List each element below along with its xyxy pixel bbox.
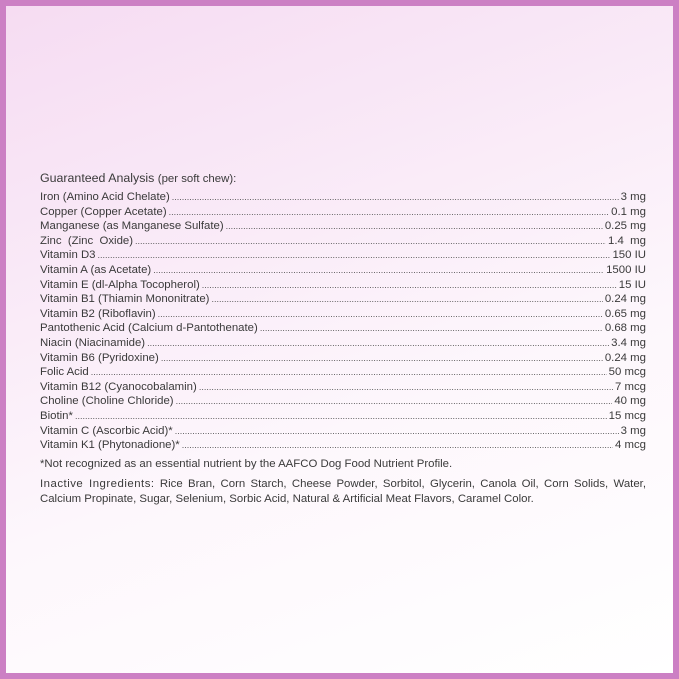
nutrient-name: Biotin* — [40, 409, 73, 422]
nutrient-row: Vitamin K1 (Phytonadione)* 4 mcg — [40, 438, 646, 453]
nutrient-name: Manganese (as Manganese Sulfate) — [40, 220, 224, 233]
leader-dots — [172, 190, 619, 205]
nutrient-name: Vitamin A (as Acetate) — [40, 263, 152, 276]
nutrient-value: 15 IU — [618, 278, 646, 291]
nutrient-name: Pantothenic Acid (Calcium d-Pantothenate… — [40, 322, 258, 335]
nutrient-name: Choline (Choline Chloride) — [40, 395, 174, 408]
nutrient-row: Vitamin C (Ascorbic Acid)* 3 mg — [40, 424, 646, 439]
nutrient-name: Folic Acid — [40, 366, 89, 379]
nutrient-value: 0.24 mg — [604, 293, 646, 306]
leader-dots — [202, 278, 617, 293]
inactive-text: Rice Bran, Corn Starch, Cheese Powder, S… — [40, 477, 646, 505]
leader-dots — [175, 424, 619, 439]
nutrient-name: Niacin (Niacinamide) — [40, 336, 146, 349]
heading-title: Guaranteed Analysis — [40, 171, 155, 185]
nutrient-row: Pantothenic Acid (Calcium d-Pantothenate… — [40, 321, 646, 336]
nutrient-name: Vitamin B6 (Pyridoxine) — [40, 351, 159, 364]
nutrient-value: 4 mcg — [614, 439, 646, 452]
nutrient-row: Choline (Choline Chloride) 40 mg — [40, 394, 646, 409]
leader-dots — [226, 219, 603, 234]
nutrient-value: 50 mcg — [608, 366, 646, 379]
nutrient-row: Folic Acid 50 mcg — [40, 365, 646, 380]
nutrient-row: Vitamin B2 (Riboflavin) 0.65 mg — [40, 307, 646, 322]
nutrient-name: Iron (Amino Acid Chelate) — [40, 191, 170, 203]
nutrient-row: Vitamin E (dl-Alpha Tocopherol) 15 IU — [40, 278, 646, 293]
nutrient-value: 40 mg — [614, 395, 646, 408]
footnote: *Not recognized as an essential nutrient… — [40, 457, 453, 470]
leader-dots — [135, 234, 606, 249]
leader-dots — [182, 438, 613, 453]
leader-dots — [211, 292, 602, 307]
nutrient-value: 0.1 mg — [611, 205, 646, 218]
nutrient-name: Vitamin B12 (Cyanocobalamin) — [40, 380, 197, 393]
nutrient-row: Copper (Copper Acetate) 0.1 mg — [40, 205, 646, 220]
nutrient-value: 1500 IU — [606, 263, 646, 276]
nutrient-row: Manganese (as Manganese Sulfate) 0.25 mg — [40, 219, 646, 234]
leader-dots — [176, 394, 613, 409]
nutrient-list: Iron (Amino Acid Chelate) 3 mg Copper (Cop… — [40, 190, 646, 453]
leader-dots — [147, 336, 609, 351]
nutrient-value: 0.65 mg — [604, 307, 646, 320]
nutrient-value: 0.24 mg — [604, 351, 646, 364]
heading-subtitle: (per soft chew): — [157, 173, 237, 185]
inactive-ingredients: Inactive Ingredients: Rice Bran, Corn St… — [40, 477, 646, 507]
nutrient-name: Vitamin K1 (Phytonadione)* — [40, 439, 180, 452]
leader-dots — [260, 321, 603, 336]
nutrient-name: Vitamin D3 — [40, 249, 96, 262]
nutrient-row: Biotin* 15 mcg — [40, 409, 646, 424]
nutrient-row: Zinc (Zinc Oxide) 1.4 mg — [40, 234, 646, 249]
nutrient-row: Vitamin B1 (Thiamin Mononitrate) 0.24 mg — [40, 292, 646, 307]
nutrient-name: Vitamin B1 (Thiamin Mononitrate) — [40, 293, 210, 306]
nutrient-name: Vitamin C (Ascorbic Acid)* — [40, 424, 173, 437]
leader-dots — [75, 409, 607, 424]
leader-dots — [98, 248, 611, 263]
nutrient-value: 3.4 mg — [611, 336, 646, 349]
nutrient-value: 0.25 mg — [604, 220, 646, 233]
guaranteed-analysis: Guaranteed Analysis (per soft chew): Iro… — [40, 171, 646, 507]
inactive-label: Inactive Ingredients: — [40, 477, 155, 490]
nutrient-value: 1.4 mg — [608, 234, 646, 247]
nutrient-row: Iron (Amino Acid Chelate) 3 mg — [40, 190, 646, 205]
nutrient-value: 15 mcg — [608, 409, 646, 422]
nutrient-row: Niacin (Niacinamide) 3.4 mg — [40, 336, 646, 351]
nutrient-row: Vitamin B6 (Pyridoxine) 0.24 mg — [40, 351, 646, 366]
nutrient-row: Vitamin B12 (Cyanocobalamin) 7 mcg — [40, 380, 646, 395]
leader-dots — [158, 307, 603, 322]
section-heading: Guaranteed Analysis (per soft chew): — [40, 171, 646, 187]
leader-dots — [199, 380, 613, 395]
leader-dots — [153, 263, 604, 278]
nutrient-name: Vitamin B2 (Riboflavin) — [40, 307, 156, 320]
nutrient-value: 0.68 mg — [604, 322, 646, 335]
nutrient-value: 7 mcg — [614, 380, 646, 393]
nutrient-value: 3 mg — [620, 191, 646, 203]
nutrient-value: 3 mg — [620, 424, 646, 437]
leader-dots — [91, 365, 607, 380]
leader-dots — [169, 205, 610, 220]
nutrient-name: Copper (Copper Acetate) — [40, 205, 167, 218]
nutrient-row: Vitamin A (as Acetate) 1500 IU — [40, 263, 646, 278]
leader-dots — [161, 351, 603, 366]
nutrient-value: 150 IU — [612, 249, 646, 262]
nutrient-name: Vitamin E (dl-Alpha Tocopherol) — [40, 278, 200, 291]
nutrient-name: Zinc (Zinc Oxide) — [40, 234, 134, 247]
nutrient-row: Vitamin D3 150 IU — [40, 248, 646, 263]
